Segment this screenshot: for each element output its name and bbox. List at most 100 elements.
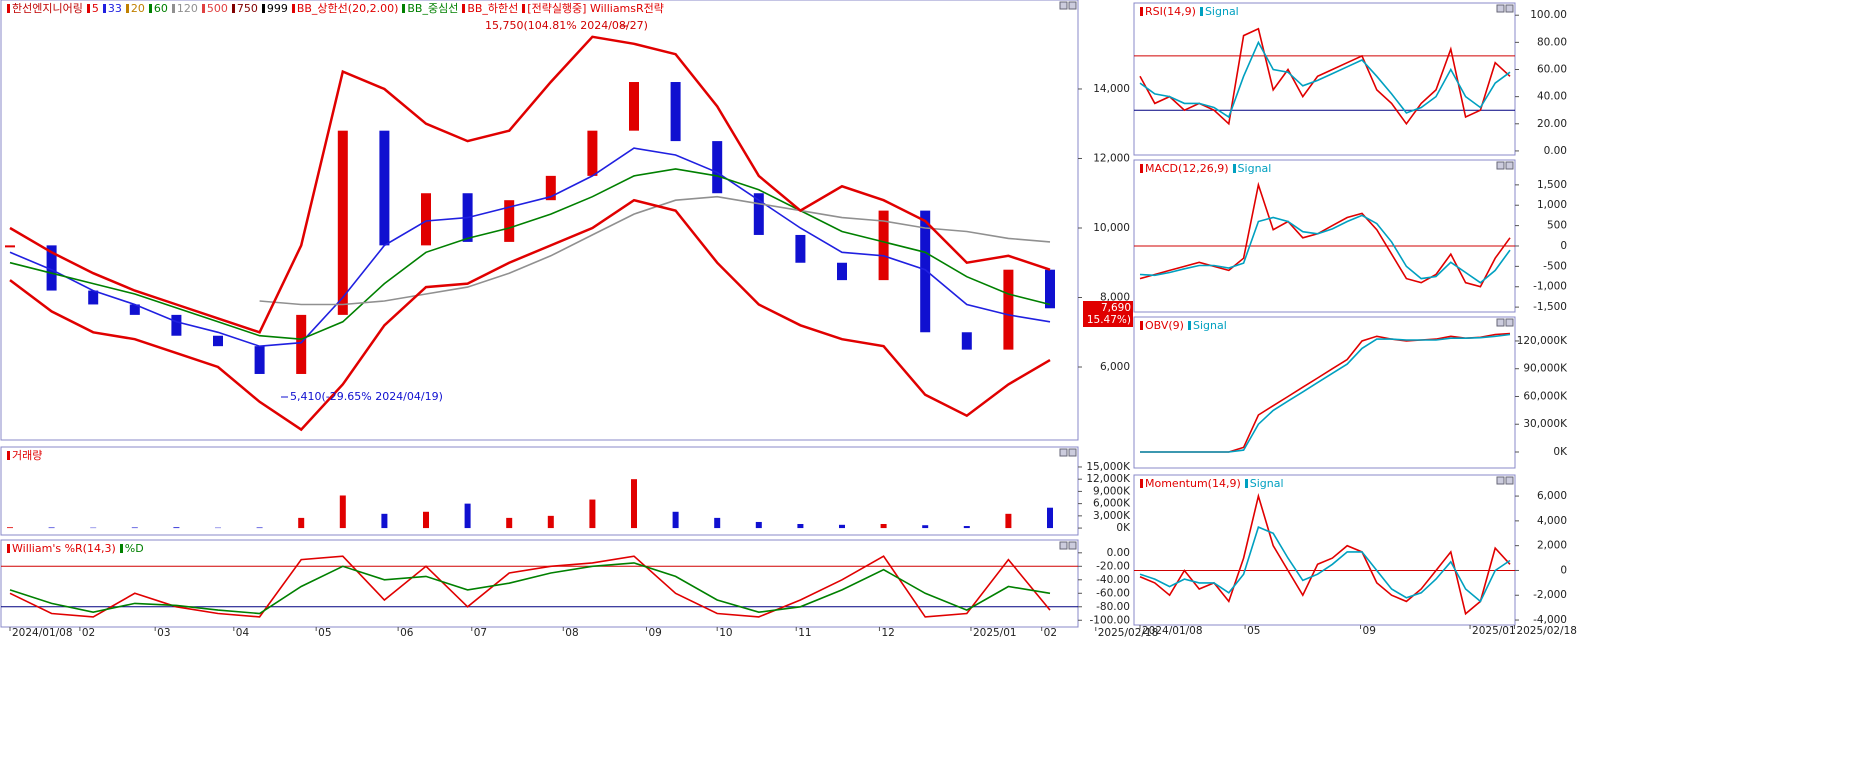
x-tick-label: 2025/02/18 [1516, 625, 1577, 637]
x-tick-label: 09 [648, 627, 661, 639]
legend-label: William's %R(14,3) [12, 542, 116, 555]
panel-frame [0, 0, 1079, 441]
legend-label: [전략실행중] WilliamsR전략 [527, 2, 664, 15]
y-tick-label: -40.00 [1096, 574, 1130, 586]
panel-button [1059, 541, 1068, 550]
panel-frame [1133, 2, 1516, 156]
legend-swatch [1140, 321, 1143, 330]
candle [587, 130, 598, 176]
volume-bar [755, 521, 762, 529]
legend-label: OBV(9) [1145, 319, 1184, 332]
panel-button [1059, 448, 1068, 457]
y-tick-label: 0 [1560, 564, 1567, 576]
y-tick-label: 80.00 [1537, 36, 1567, 48]
x-tick-label: 09 [1363, 625, 1376, 637]
volume-bar [7, 527, 13, 529]
volume-bar [423, 511, 429, 529]
series-line [1139, 493, 1511, 616]
volume-bar [131, 527, 138, 529]
volume-bar [963, 526, 970, 529]
panel-button [1505, 4, 1514, 13]
panel-frame [1133, 316, 1516, 469]
y-tick-label: 30,000K [1523, 418, 1568, 430]
legend-swatch [201, 4, 205, 13]
legend-swatch [1140, 7, 1143, 16]
candle [920, 210, 931, 333]
legend-swatch [261, 4, 265, 13]
change-label: ( 15.47%) [1079, 314, 1131, 326]
y-tick-label: -500 [1543, 260, 1567, 272]
candle [753, 193, 764, 235]
price-box [1083, 301, 1133, 327]
y-tick-label: 1,500 [1537, 179, 1567, 191]
x-tick-label: 02 [1044, 627, 1057, 639]
candle [837, 262, 847, 281]
candle [504, 200, 515, 242]
candle [5, 245, 15, 248]
panel-button [1505, 161, 1514, 170]
x-tick-label: 2025/01 [1472, 625, 1516, 637]
candle [254, 346, 265, 374]
y-tick-label: 0.00 [1107, 547, 1130, 559]
y-tick-label: 3,000K [1093, 510, 1131, 522]
panel-button [1505, 476, 1514, 485]
x-tick-label: 07 [474, 627, 487, 639]
y-tick-label: 10,000 [1093, 222, 1130, 234]
series-line [1139, 526, 1511, 603]
y-tick-label: 6,000K [1093, 498, 1131, 510]
y-tick-label: 6,000 [1100, 361, 1130, 373]
legend-swatch [86, 4, 90, 13]
volume-bar [464, 503, 471, 529]
y-tick-label: 15,000K [1086, 461, 1131, 473]
candle [88, 290, 99, 305]
candle [545, 175, 556, 201]
y-tick-label: -80.00 [1096, 601, 1130, 613]
volume-bar [672, 511, 679, 529]
volume-bar [880, 524, 887, 529]
series-line [259, 195, 1051, 306]
volume-bar [173, 527, 180, 529]
x-tick-label: 2024/01/08 [12, 627, 73, 639]
panel-button [1496, 161, 1505, 170]
x-tick-label: 05 [1247, 625, 1260, 637]
legend-swatch [1140, 479, 1143, 488]
volume-bar [839, 524, 845, 529]
annotation: 5,410(-29.65% 2024/04/19) [290, 390, 443, 403]
legend: RSI(14,9) Signal [1136, 5, 1239, 18]
candle [1003, 269, 1014, 350]
y-tick-label: -4,000 [1533, 614, 1567, 626]
candle [171, 314, 182, 336]
legend: OBV(9) Signal [1136, 319, 1227, 332]
candle [296, 314, 307, 374]
legend-swatch [148, 4, 152, 13]
legend-swatch [171, 4, 175, 13]
legend: MACD(12,26,9) Signal [1136, 162, 1271, 175]
y-tick-label: -60.00 [1096, 587, 1130, 599]
candle [961, 332, 972, 350]
y-tick-label: 1,000 [1537, 199, 1567, 211]
series-line [1139, 40, 1511, 119]
y-tick-label: 0 [1560, 240, 1567, 252]
x-tick-label: 05 [318, 627, 331, 639]
legend-swatch [7, 544, 10, 553]
panel-frame [1133, 159, 1516, 313]
y-tick-label: 8,000 [1100, 292, 1130, 304]
x-tick-label: 08 [565, 627, 578, 639]
y-tick-label: 0K [1553, 446, 1568, 458]
legend-swatch [1232, 164, 1236, 173]
candle [421, 193, 431, 246]
legend-swatch [7, 451, 10, 460]
legend-label: 120 [176, 2, 198, 15]
legend-label: BB_하한선 [467, 2, 519, 15]
series-line [9, 555, 1051, 618]
candle [1045, 269, 1055, 309]
legend-label: Signal [1192, 319, 1227, 332]
volume-bar [256, 527, 263, 529]
volume-bar [298, 517, 305, 529]
legend-swatch [291, 4, 295, 13]
legend-swatch [125, 4, 129, 13]
y-tick-label: 0K [1116, 522, 1131, 534]
x-tick-label: 11 [798, 627, 811, 639]
legend-swatch [462, 4, 466, 13]
